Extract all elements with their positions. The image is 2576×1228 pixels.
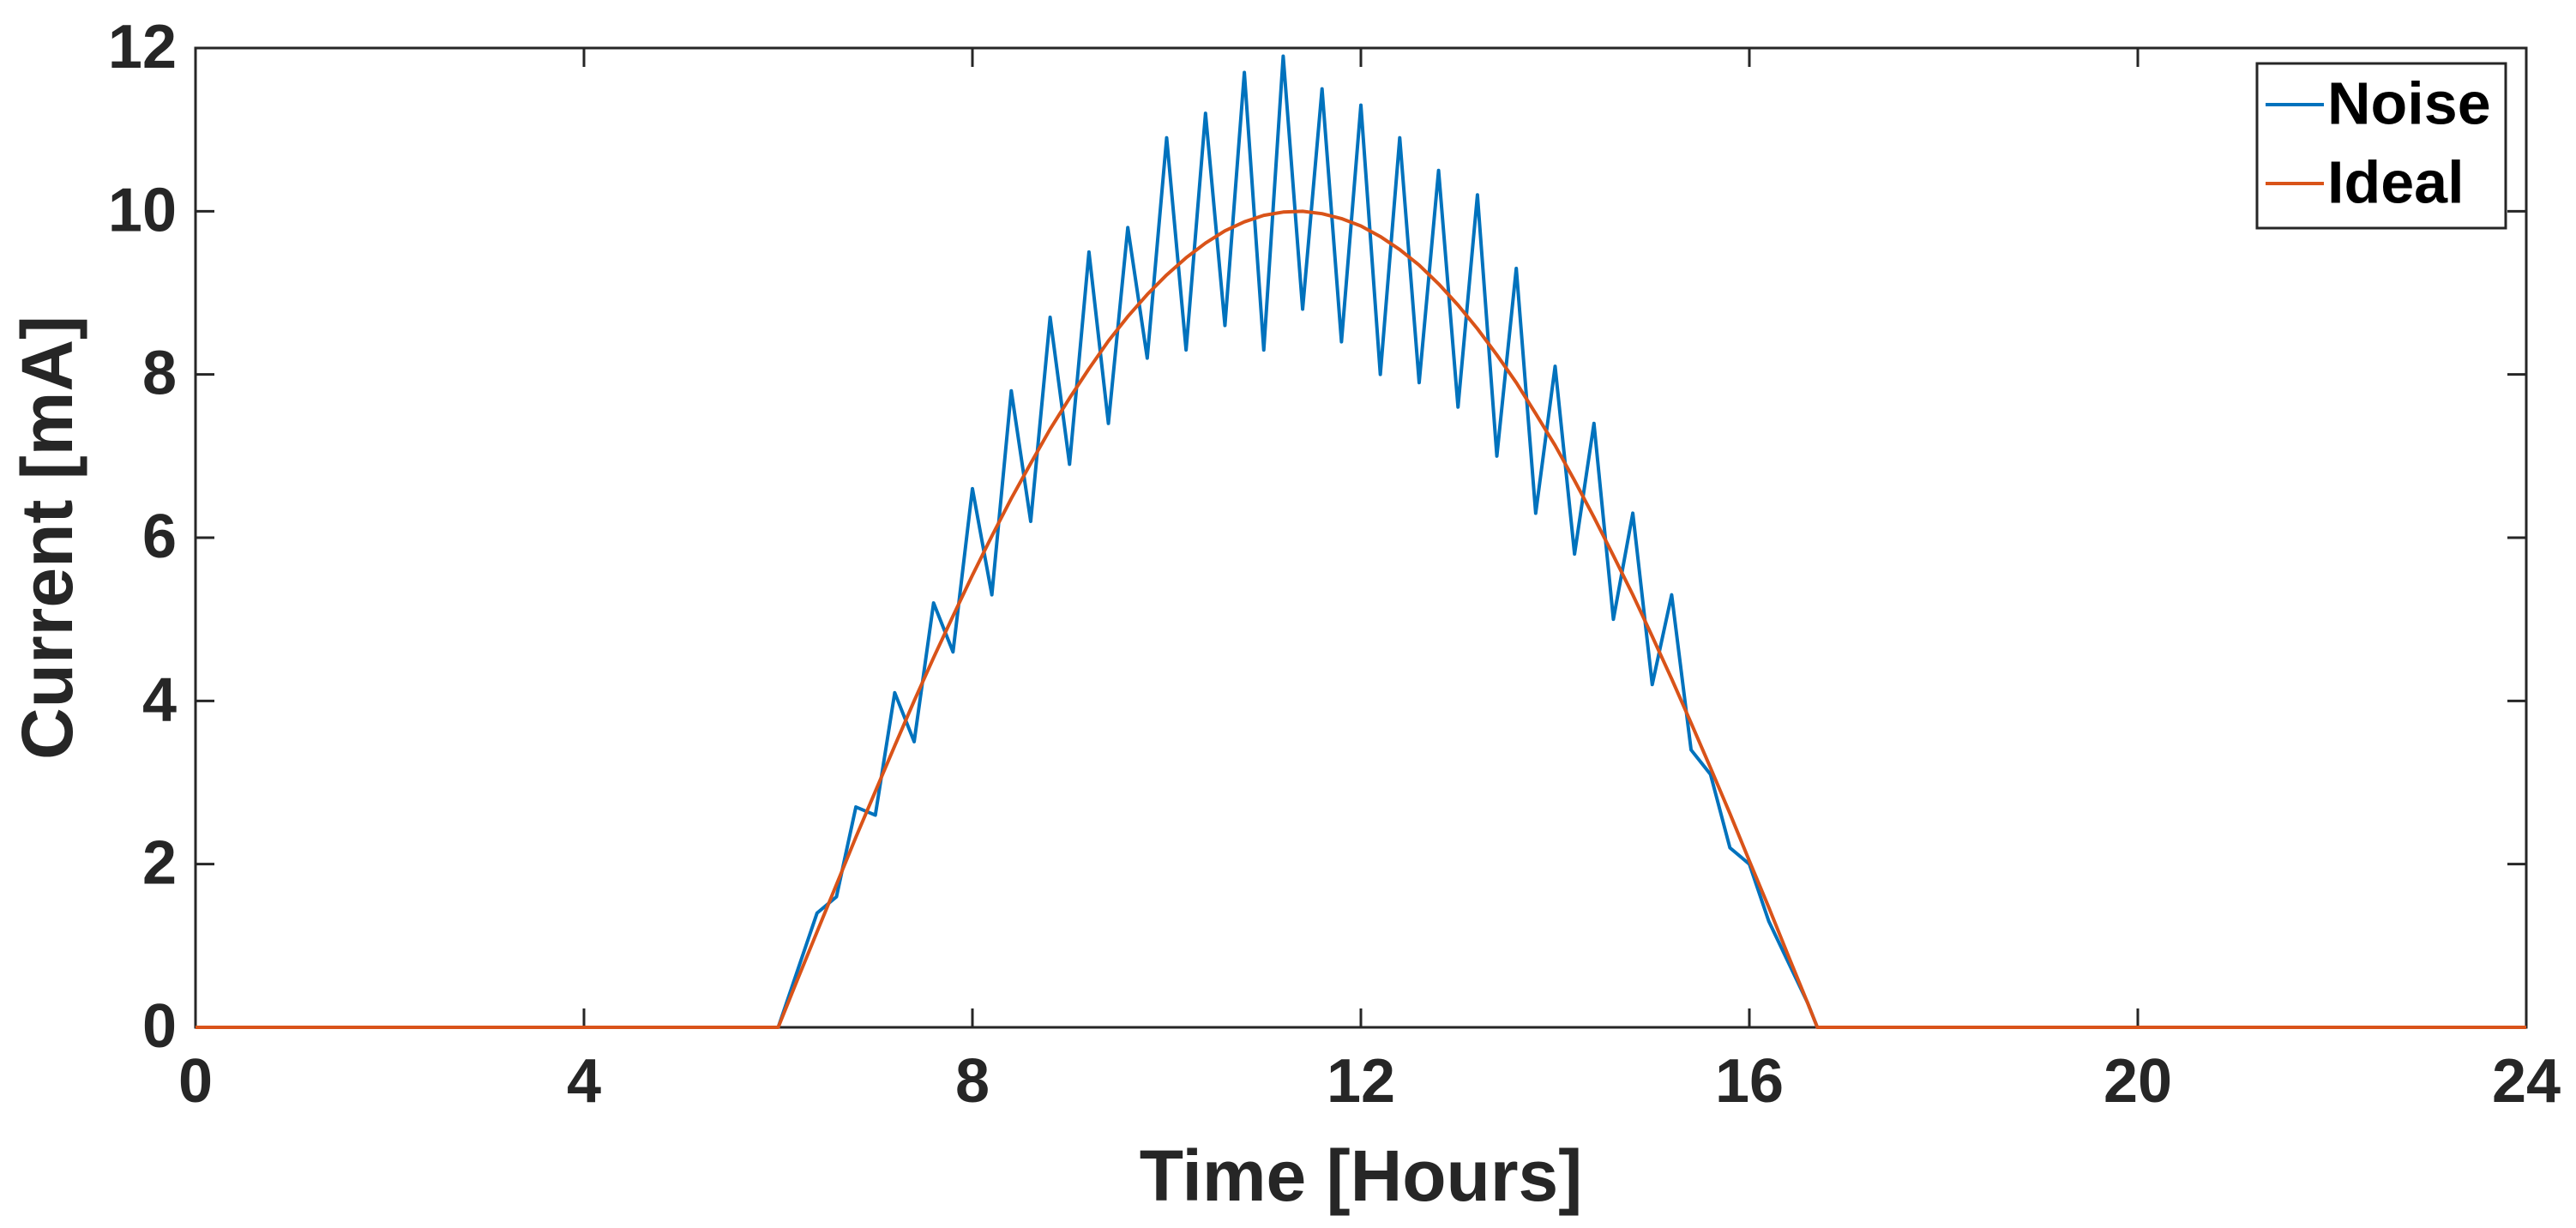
series-line xyxy=(196,209,2526,1029)
y-tick-label: 2 xyxy=(142,829,177,898)
plot-area xyxy=(194,46,2528,1029)
y-axis-title: Current [mA] xyxy=(7,316,87,760)
y-tick-label: 12 xyxy=(108,13,177,81)
series-line xyxy=(196,54,2526,1029)
y-tick-label: 8 xyxy=(142,340,177,408)
y-tick-label: 0 xyxy=(142,992,177,1061)
legend-label: Ideal xyxy=(2327,148,2465,215)
x-axis-title: Time [Hours] xyxy=(1140,1135,1583,1216)
legend-box xyxy=(2255,62,2507,230)
y-tick-label: 6 xyxy=(142,503,177,571)
x-tick-label: 12 xyxy=(1327,1047,1395,1116)
x-tick-label: 0 xyxy=(178,1047,213,1116)
y-tick-label: 4 xyxy=(142,665,177,734)
x-tick-label: 4 xyxy=(567,1047,601,1116)
x-tick-label: 20 xyxy=(2104,1047,2172,1116)
x-tick-label: 24 xyxy=(2492,1047,2561,1116)
x-tick-label: 16 xyxy=(1715,1047,1784,1116)
y-tick-label: 10 xyxy=(108,176,177,244)
x-tick-label: 8 xyxy=(955,1047,990,1116)
legend-label: Noise xyxy=(2327,69,2491,136)
